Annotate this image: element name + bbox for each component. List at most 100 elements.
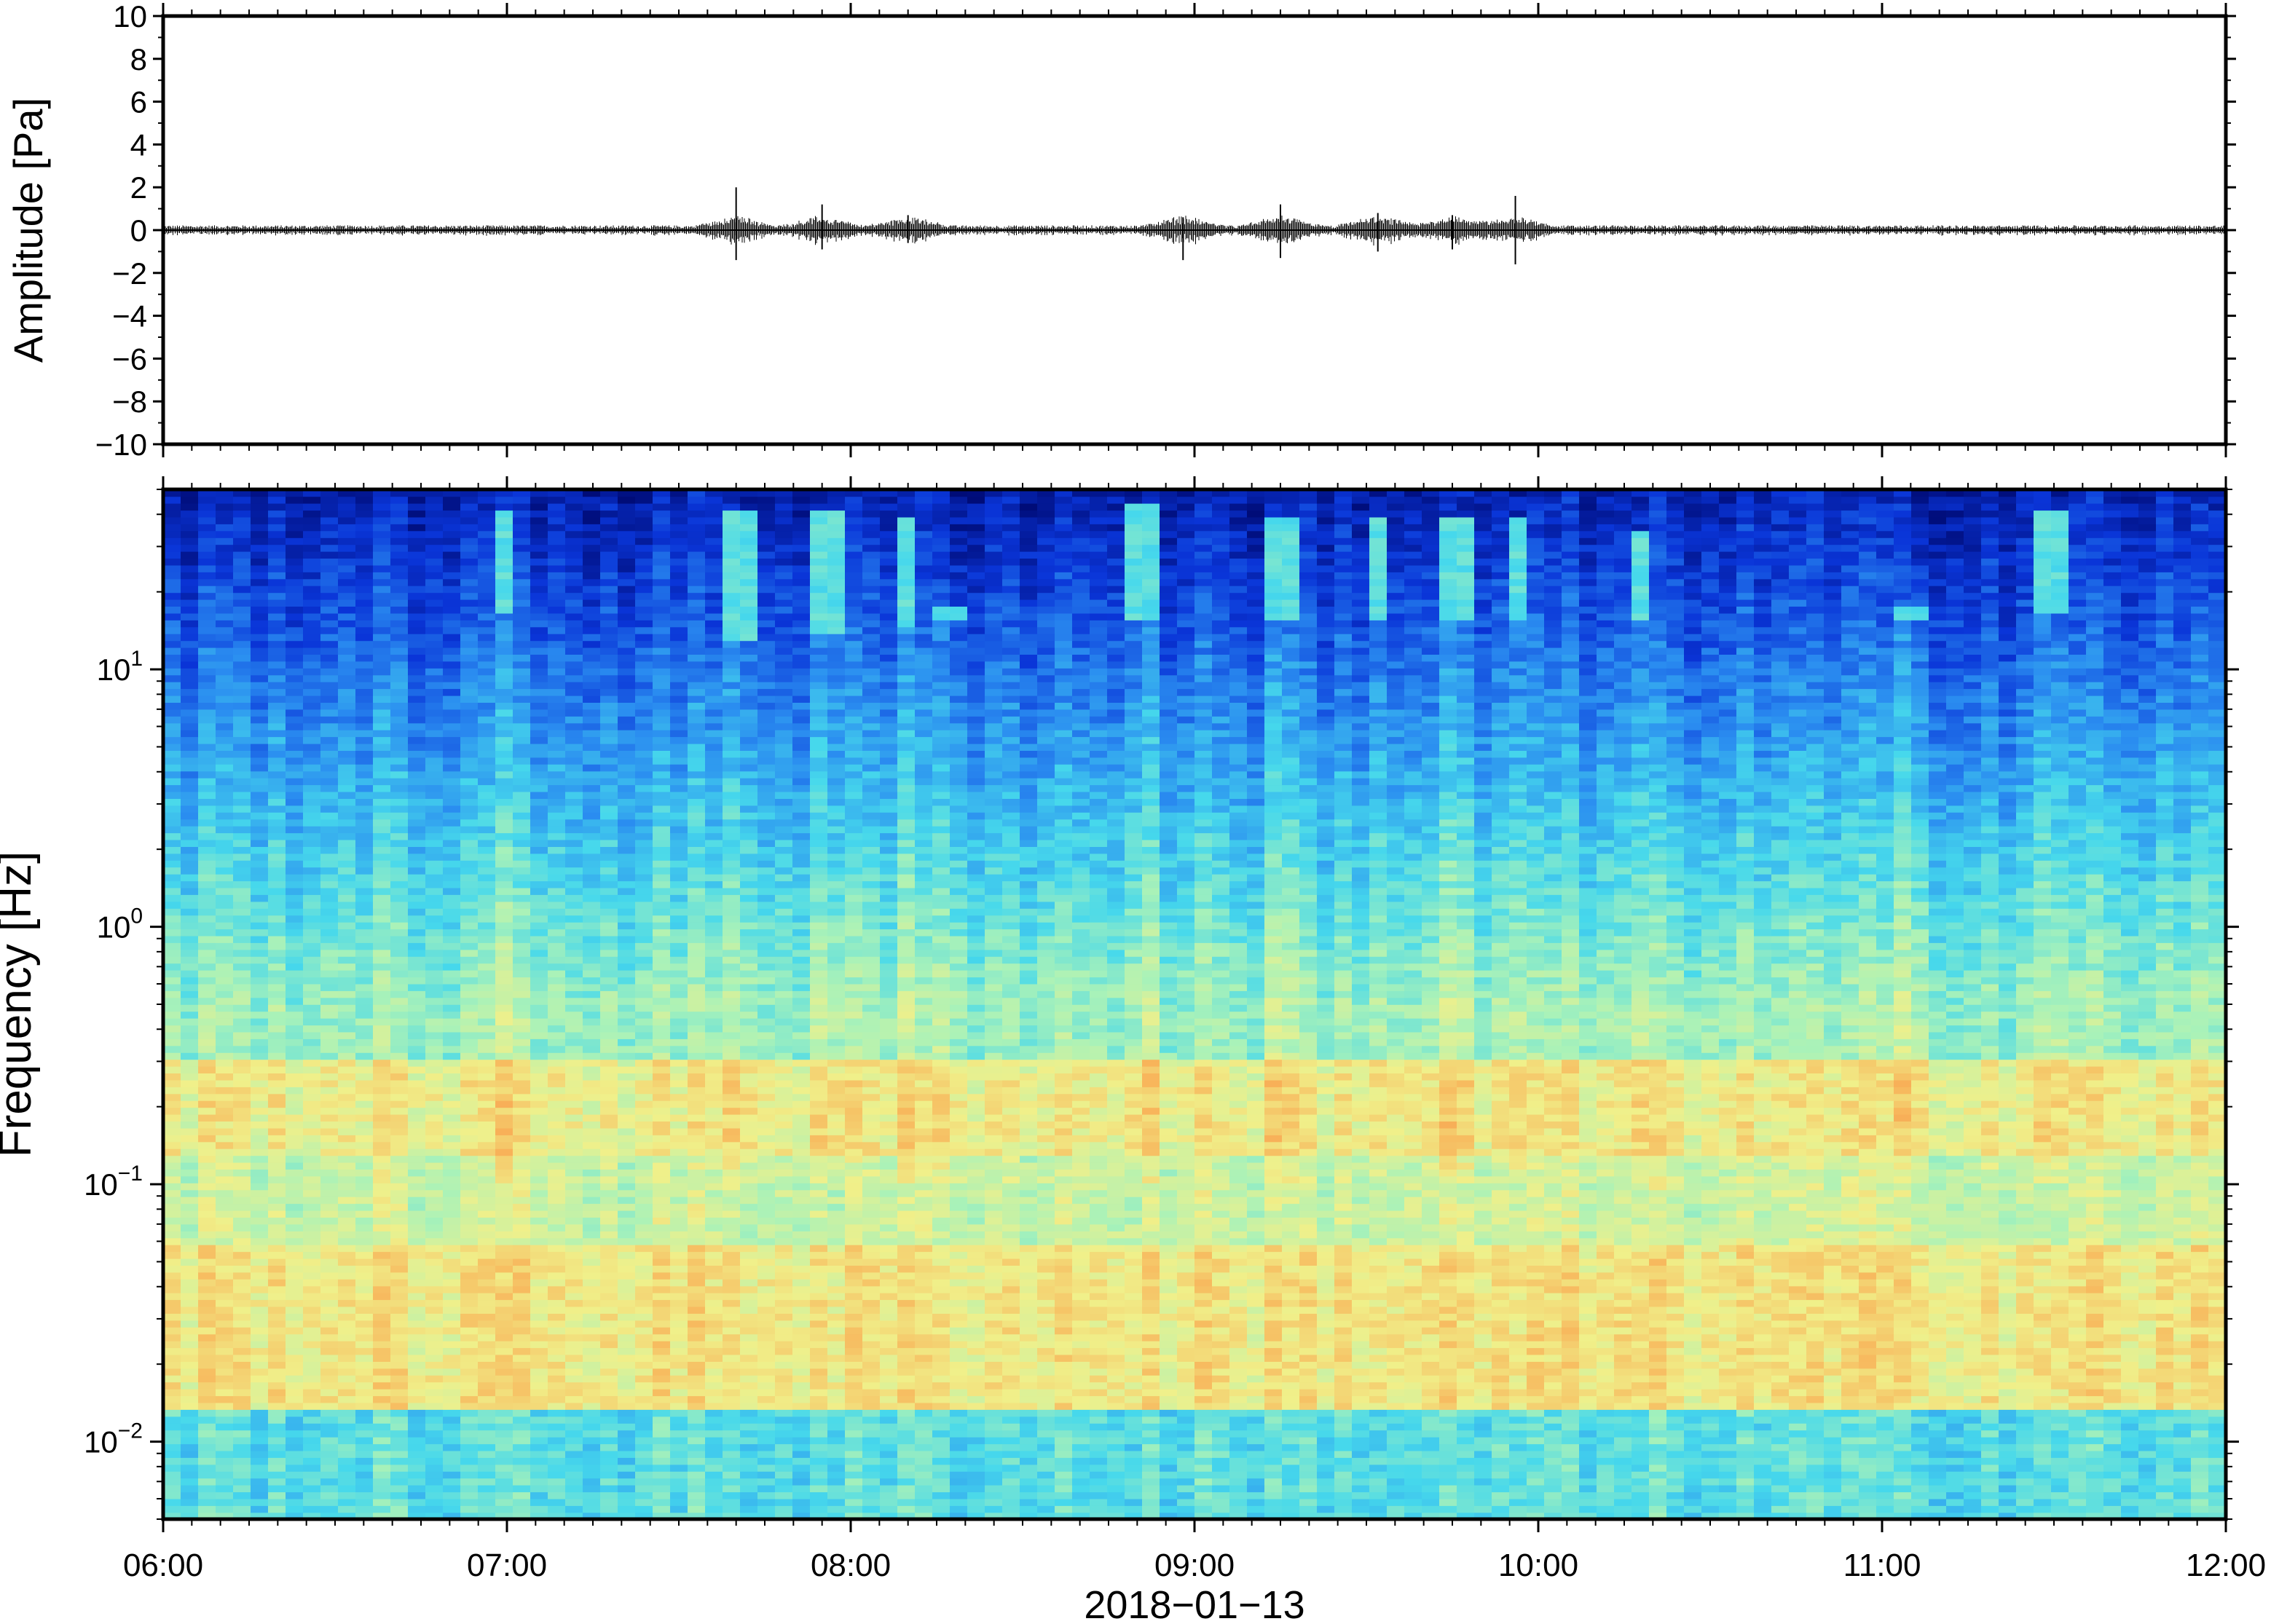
spectrogram-cell <box>320 1224 339 1231</box>
spectrogram-cell <box>583 1368 601 1376</box>
spectrogram-cell <box>530 1279 548 1286</box>
spectrogram-cell <box>286 854 304 861</box>
spectrogram-cell <box>460 558 479 565</box>
spectrogram-cell <box>251 1197 269 1204</box>
spectrogram-cell <box>548 1148 566 1156</box>
spectrogram-cell <box>251 1004 269 1012</box>
spectrogram-cell <box>303 854 321 861</box>
spectrogram-cell <box>688 579 706 586</box>
spectrogram-cell <box>583 1238 601 1245</box>
spectrogram-cell <box>600 956 618 963</box>
spectrogram-cell <box>181 668 199 675</box>
spectrogram-cell <box>670 736 688 744</box>
spectrogram-cell <box>373 503 391 511</box>
spectrogram-cell <box>425 544 444 551</box>
spectrogram-cell <box>565 1231 583 1238</box>
spectrogram-cell <box>670 716 688 723</box>
spectrogram-cell <box>198 517 216 524</box>
spectrogram-cell <box>425 1176 444 1183</box>
spectrogram-cell <box>495 1011 513 1018</box>
spectrogram-cell <box>216 1135 234 1142</box>
spectrogram-cell <box>513 1224 531 1231</box>
spectrogram-cell <box>408 1382 426 1390</box>
spectrogram-cell <box>635 915 653 923</box>
spectrogram-cell <box>705 1341 723 1348</box>
spectrogram-cell <box>163 880 181 888</box>
spectrogram-cell <box>600 1018 618 1025</box>
spectrogram-cell <box>600 1327 618 1334</box>
spectrogram-cell <box>338 1231 356 1238</box>
spectrogram-cell <box>373 1505 391 1513</box>
waveform-y-tick-label: −8 <box>112 385 147 419</box>
spectrogram-cell <box>181 1245 199 1252</box>
spectrogram-cell <box>495 1073 513 1080</box>
spectrogram-cell <box>303 1087 321 1094</box>
spectrogram-cell <box>513 819 531 827</box>
spectrogram-cell <box>390 771 409 779</box>
spectrogram-cell <box>460 1155 479 1162</box>
spectrogram-cell <box>233 627 251 634</box>
spectrogram-cell <box>163 812 181 819</box>
spectrogram-cell <box>653 1059 671 1066</box>
spectrogram-cell <box>653 613 671 620</box>
spectrogram-cell <box>320 1293 339 1300</box>
spectrogram-cell <box>548 1437 566 1444</box>
spectrogram-cell <box>635 1073 653 1080</box>
spectrogram-cell <box>583 1423 601 1430</box>
spectrogram-cell <box>198 950 216 957</box>
spectrogram-cell <box>303 565 321 572</box>
spectrogram-cell <box>181 1382 199 1390</box>
spectrogram-cell <box>408 784 426 792</box>
spectrogram-cell <box>635 682 653 689</box>
spectrogram-cell <box>268 702 286 709</box>
spectrogram-cell <box>635 606 653 613</box>
spectrogram-cell <box>390 936 409 943</box>
spectrogram-cell <box>355 613 374 620</box>
spectrogram-cell <box>688 819 706 827</box>
spectrogram-cell <box>355 1258 374 1266</box>
spectrogram-cell <box>408 888 426 895</box>
spectrogram-cell <box>425 1011 444 1018</box>
spectrogram-cell <box>495 1121 513 1128</box>
spectrogram-cell <box>443 1505 461 1513</box>
spectrogram-cell <box>408 675 426 682</box>
spectrogram-cell <box>635 688 653 695</box>
spectrogram-cell <box>478 1190 496 1197</box>
spectrogram-cell <box>425 1279 444 1286</box>
spectrogram-cell <box>565 1107 583 1114</box>
spectrogram-cell <box>635 1299 653 1306</box>
spectrogram-cell <box>688 654 706 661</box>
spectrogram-cell <box>198 744 216 751</box>
spectrogram-cell <box>355 537 374 545</box>
spectrogram-cell <box>635 846 653 854</box>
spectrogram-cell <box>705 1258 723 1266</box>
spectrogram-cell <box>583 1327 601 1334</box>
spectrogram-cell <box>443 551 461 559</box>
spectrogram-cell <box>233 1011 251 1018</box>
spectrogram-cell <box>320 1361 339 1368</box>
spectrogram-cell <box>216 592 234 599</box>
spectrogram-cell <box>338 1169 356 1176</box>
spectrogram-cell <box>688 1107 706 1114</box>
spectrogram-cell <box>251 736 269 744</box>
spectrogram-cell <box>600 1505 618 1513</box>
spectrogram-cell <box>548 627 566 634</box>
spectrogram-cell <box>355 1499 374 1506</box>
spectrogram-cell <box>495 572 513 579</box>
spectrogram-cell <box>286 640 304 647</box>
spectrogram-cell <box>320 1128 339 1135</box>
spectrogram-cell <box>373 599 391 607</box>
spectrogram-cell <box>495 1299 513 1306</box>
spectrogram-cell <box>425 606 444 613</box>
spectrogram-cell <box>513 1052 531 1060</box>
spectrogram-cell <box>478 998 496 1005</box>
spectrogram-cell <box>600 1368 618 1376</box>
spectrogram-cell <box>670 709 688 717</box>
spectrogram-cell <box>303 544 321 551</box>
spectrogram-cell <box>635 1210 653 1218</box>
spectrogram-cell <box>583 1347 601 1355</box>
spectrogram-cell <box>163 1217 181 1224</box>
spectrogram-cell <box>286 1169 304 1176</box>
spectrogram-cell <box>530 1409 548 1416</box>
spectrogram-cell <box>600 936 618 943</box>
